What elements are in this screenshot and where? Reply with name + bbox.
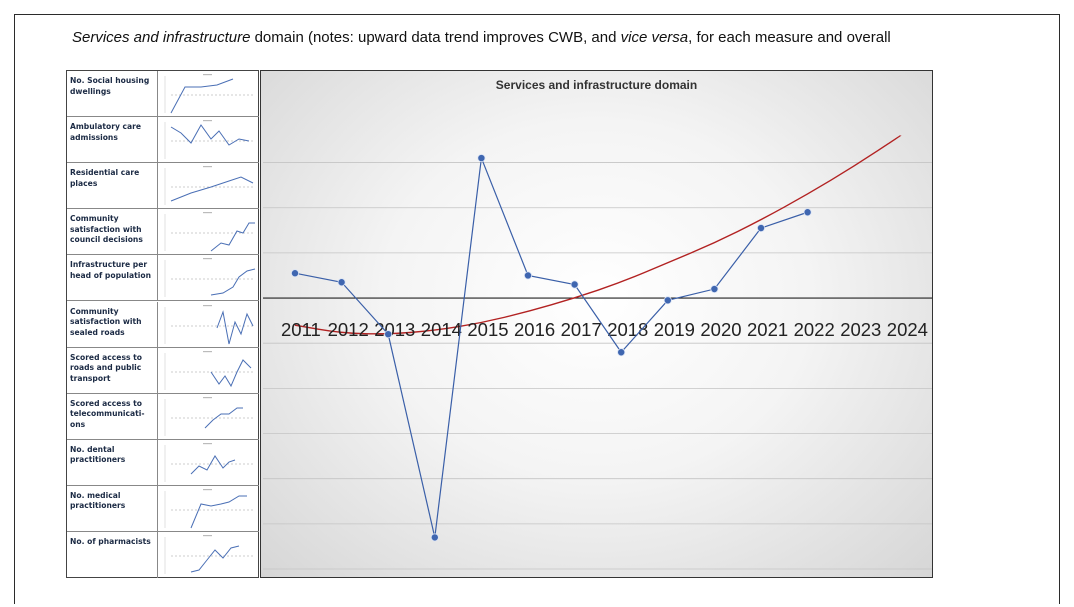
- x-tick-label: 2020: [700, 319, 741, 340]
- x-tick-label: 2013: [374, 319, 415, 340]
- measure-row: Residential care places: [67, 163, 259, 210]
- measure-label: No. of pharmacists: [70, 537, 151, 546]
- data-point: [756, 224, 765, 233]
- data-point: [290, 269, 299, 278]
- data-point: [663, 296, 672, 305]
- column-divider: [157, 255, 158, 301]
- x-tick-labels: 2011 2012 2013 2014 2015 2016 2017 2018 2019 2020…: [281, 319, 928, 340]
- x-tick-label: 2015: [467, 319, 508, 340]
- x-tick-label: 2018: [607, 319, 648, 340]
- sparkline: [164, 535, 255, 574]
- sparkline: [164, 488, 255, 529]
- x-tick-label: 2019: [654, 319, 695, 340]
- column-divider: [157, 71, 158, 116]
- measure-label: Infrastructure per head of population: [70, 260, 152, 280]
- data-point: [337, 278, 346, 287]
- measure-label: Residential care places: [70, 168, 140, 188]
- measure-row: Infrastructure per head of population: [67, 255, 259, 302]
- measure-row: Scored access to telecommunicati-ons: [67, 393, 259, 440]
- x-tick-label: 2014: [421, 319, 462, 340]
- x-tick-label: 2011: [281, 319, 321, 340]
- x-tick-label: 2016: [514, 319, 555, 340]
- sparkline: [164, 396, 255, 436]
- sparkline: [164, 120, 255, 160]
- column-divider: [157, 439, 158, 485]
- data-point: [523, 271, 532, 280]
- data-point: [803, 208, 812, 217]
- measure-label: Community satisfaction with council deci…: [70, 214, 143, 245]
- x-tick-label: 2012: [328, 319, 369, 340]
- measure-row: Community satisfaction with sealed roads: [67, 301, 259, 348]
- column-divider: [157, 485, 158, 531]
- column-divider: [157, 301, 158, 347]
- column-divider: [157, 209, 158, 255]
- column-divider: [157, 347, 158, 393]
- caption-domain-name: Services and infrastructure: [72, 29, 251, 46]
- measure-sparkline-table: No. Social housing dwellings Ambulatory c…: [66, 70, 259, 578]
- measure-label: No. dental practitioners: [70, 444, 126, 465]
- measure-row: Scored access to roads and public transp…: [67, 347, 259, 394]
- measure-row: No. dental practitioners: [67, 439, 259, 486]
- data-point: [430, 533, 439, 542]
- measure-label: No. medical practitioners: [70, 490, 126, 511]
- x-tick-label: 2023: [840, 319, 881, 340]
- measure-row: Community satisfaction with council deci…: [67, 209, 259, 256]
- sparkline: [164, 350, 255, 390]
- data-point: [570, 280, 579, 289]
- series-line: [294, 157, 808, 538]
- sparkline: [164, 442, 255, 482]
- gridlines: [263, 162, 932, 570]
- data-point: [710, 285, 719, 294]
- trendline: [294, 134, 902, 335]
- measure-row: No. medical practitioners: [67, 485, 259, 532]
- x-tick-label: 2024: [887, 319, 928, 340]
- column-divider: [157, 393, 158, 439]
- sparkline: [164, 166, 255, 206]
- data-point: [384, 330, 393, 339]
- figure-frame: [14, 14, 1060, 604]
- x-tick-label: 2021: [747, 319, 788, 340]
- measure-label: No. Social housing dwellings: [70, 76, 150, 96]
- chart-plot: 2011 2012 2013 2014 2015 2016 2017 2018 2019 2020…: [263, 134, 932, 570]
- data-point: [477, 154, 486, 163]
- sparkline: [164, 212, 255, 252]
- measure-label: Ambulatory care admissions: [70, 122, 142, 142]
- measure-label: Community satisfaction with sealed roads: [70, 306, 142, 337]
- measure-label: Scored access to roads and public transp…: [70, 352, 142, 383]
- measure-label: Scored access to telecommunicati-ons: [70, 398, 145, 429]
- caption-text-1: domain (notes: upward data trend improve…: [250, 29, 621, 46]
- measure-row: No. Social housing dwellings: [67, 71, 259, 117]
- column-divider: [157, 163, 158, 209]
- figure-caption: Services and infrastructure domain (note…: [72, 29, 891, 46]
- data-point: [617, 348, 626, 357]
- sparkline: [164, 74, 255, 114]
- domain-chart: Services and infrastructure domain 2011 2…: [260, 70, 933, 578]
- measure-row: No. of pharmacists: [67, 532, 259, 578]
- caption-text-2: , for each measure and overall: [688, 29, 891, 46]
- column-divider: [157, 117, 158, 163]
- sparkline: [164, 258, 256, 298]
- x-tick-label: 2017: [561, 319, 602, 340]
- measure-row: Ambulatory care admissions: [67, 117, 259, 164]
- column-divider: [157, 532, 158, 578]
- caption-vice-versa: vice versa: [620, 29, 689, 46]
- x-tick-label: 2022: [794, 319, 835, 340]
- sparkline: [164, 304, 255, 344]
- chart-title: Services and infrastructure domain: [495, 78, 698, 92]
